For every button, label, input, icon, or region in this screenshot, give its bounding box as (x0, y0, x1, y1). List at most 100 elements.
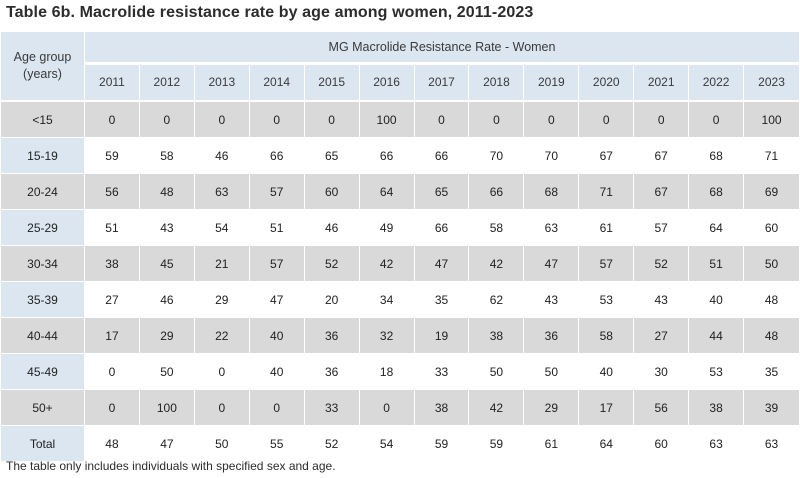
rate-cell: 52 (634, 246, 690, 282)
rate-cell: 56 (634, 390, 690, 426)
table-row: Total 48 47 50 55 52 54 59 59 61 64 60 63 63 (1, 426, 799, 462)
rate-cell: 53 (579, 282, 635, 318)
table-row: 50+ 0 100 0 0 33 0 38 42 29 17 56 38 39 (1, 390, 799, 426)
rate-cell: 38 (414, 390, 470, 426)
rate-cell: 36 (304, 354, 360, 390)
table-row: <15 0 0 0 0 0 100 0 0 0 0 0 0 100 (1, 102, 799, 138)
rate-cell: 50 (524, 354, 580, 390)
rate-cell: 67 (634, 138, 690, 174)
age-group-cell: 20-24 (1, 174, 85, 210)
rate-cell: 38 (469, 318, 525, 354)
rate-cell: 60 (744, 210, 799, 246)
rate-cell: 68 (689, 138, 745, 174)
rate-cell: 53 (689, 354, 745, 390)
group-header: MG Macrolide Resistance Rate - Women (85, 32, 799, 65)
rate-cell: 66 (469, 174, 525, 210)
age-group-cell: 40-44 (1, 318, 85, 354)
rate-cell: 67 (579, 138, 635, 174)
rate-cell: 57 (249, 246, 305, 282)
rate-cell: 52 (304, 426, 360, 462)
rate-cell: 0 (634, 102, 690, 138)
rate-cell: 18 (359, 354, 415, 390)
rate-cell: 100 (359, 102, 415, 138)
rate-cell: 42 (469, 246, 525, 282)
rate-cell: 64 (359, 174, 415, 210)
rate-cell: 19 (414, 318, 470, 354)
rate-cell: 48 (744, 318, 799, 354)
rate-cell: 22 (194, 318, 250, 354)
rate-cell: 71 (579, 174, 635, 210)
rate-cell: 46 (304, 210, 360, 246)
age-group-cell: 30-34 (1, 246, 85, 282)
table-row: 45-49 0 50 0 40 36 18 33 50 50 40 30 53 35 (1, 354, 799, 390)
age-group-cell: <15 (1, 102, 85, 138)
age-group-cell: 15-19 (1, 138, 85, 174)
resistance-table: Age group (years) MG Macrolide Resistanc… (1, 32, 799, 462)
year-header: 2023 (744, 64, 799, 102)
rate-cell: 30 (634, 354, 690, 390)
rate-cell: 43 (139, 210, 195, 246)
year-header: 2022 (689, 64, 745, 102)
year-header: 2020 (579, 64, 635, 102)
rate-cell: 39 (744, 390, 799, 426)
rate-cell: 0 (304, 102, 360, 138)
rate-cell: 66 (359, 138, 415, 174)
rate-cell: 63 (194, 174, 250, 210)
rate-cell: 64 (689, 210, 745, 246)
rate-cell: 57 (634, 210, 690, 246)
rate-cell: 58 (139, 138, 195, 174)
age-group-cell: 25-29 (1, 210, 85, 246)
rate-cell: 64 (579, 426, 635, 462)
rate-cell: 0 (359, 390, 415, 426)
rate-cell: 0 (524, 102, 580, 138)
year-header: 2021 (634, 64, 690, 102)
rate-cell: 0 (414, 102, 470, 138)
rate-cell: 47 (414, 246, 470, 282)
year-header: 2011 (85, 64, 140, 102)
rate-cell: 17 (85, 318, 140, 354)
year-header-row: 2011 2012 2013 2014 2015 2016 2017 2018 2019 2020… (1, 64, 799, 102)
rate-cell: 44 (689, 318, 745, 354)
rate-cell: 43 (634, 282, 690, 318)
rate-cell: 20 (304, 282, 360, 318)
header-row-group: Age group (years) MG Macrolide Resistanc… (1, 32, 799, 102)
rate-cell: 27 (85, 282, 140, 318)
year-header: 2015 (304, 64, 360, 102)
rate-cell: 45 (139, 246, 195, 282)
rate-cell: 40 (249, 354, 305, 390)
rate-cell: 50 (139, 354, 195, 390)
rate-cell: 40 (689, 282, 745, 318)
year-header: 2014 (249, 64, 305, 102)
rate-cell: 35 (414, 282, 470, 318)
rate-cell: 0 (85, 390, 140, 426)
table-body: <15 0 0 0 0 0 100 0 0 0 0 0 0 100 15-19 59 58 46 66 65 66 66 7… (1, 102, 799, 462)
table-row: 15-19 59 58 46 66 65 66 66 70 70 67 67 68 71 (1, 138, 799, 174)
table-title: Table 6b. Macrolide resistance rate by a… (6, 4, 534, 21)
rate-cell: 35 (744, 354, 799, 390)
table-row: 40-44 17 29 22 40 36 32 19 38 36 58 27 44 48 (1, 318, 799, 354)
rate-cell: 100 (139, 390, 195, 426)
rate-cell: 51 (85, 210, 140, 246)
rate-cell: 71 (744, 138, 799, 174)
rate-cell: 29 (139, 318, 195, 354)
rate-cell: 40 (579, 354, 635, 390)
age-group-cell: 35-39 (1, 282, 85, 318)
rate-cell: 52 (304, 246, 360, 282)
rate-cell: 17 (579, 390, 635, 426)
rate-cell: 57 (579, 246, 635, 282)
rate-cell: 51 (249, 210, 305, 246)
rate-cell: 40 (249, 318, 305, 354)
age-group-header-line2: (years) (23, 67, 62, 81)
rate-cell: 56 (85, 174, 140, 210)
rate-cell: 0 (249, 102, 305, 138)
rate-cell: 68 (689, 174, 745, 210)
rate-cell: 29 (524, 390, 580, 426)
rate-cell: 55 (249, 426, 305, 462)
rate-cell: 0 (689, 102, 745, 138)
rate-cell: 32 (359, 318, 415, 354)
rate-cell: 0 (579, 102, 635, 138)
rate-cell: 47 (524, 246, 580, 282)
rate-cell: 63 (689, 426, 745, 462)
rate-cell: 68 (524, 174, 580, 210)
rate-cell: 48 (744, 282, 799, 318)
